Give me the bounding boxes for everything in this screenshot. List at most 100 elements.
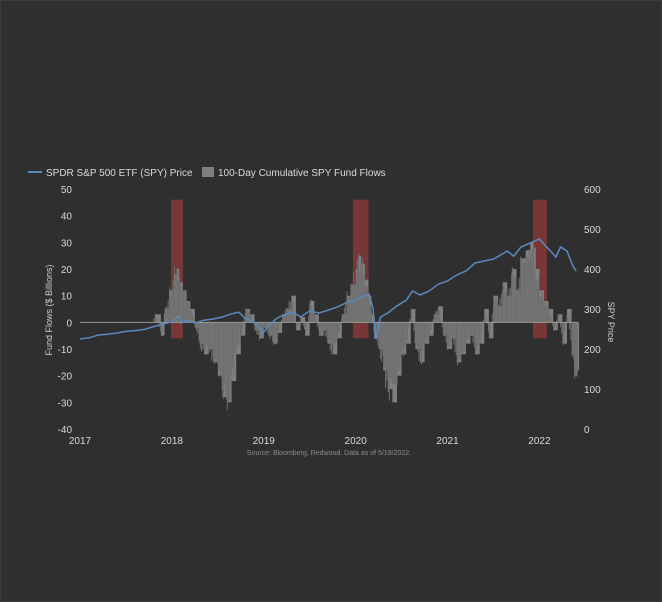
flow-bar-detail — [207, 322, 209, 351]
flow-bar-detail — [522, 262, 524, 323]
flow-bar-detail — [253, 322, 255, 327]
flow-bar-detail — [496, 302, 498, 323]
flow-bar-detail — [440, 318, 442, 323]
flow-bar-detail — [211, 322, 213, 361]
flow-bar-detail — [376, 322, 378, 340]
flow-bar-detail — [509, 287, 511, 323]
flow-bar-detail — [473, 322, 475, 348]
flow-bar — [577, 322, 580, 371]
flow-bar-detail — [320, 322, 322, 334]
flow-bar-detail — [523, 263, 525, 323]
flow-bar-detail — [222, 322, 224, 399]
flow-bar-detail — [217, 322, 219, 370]
right-axis-ticks: 600 500 400 300 200 100 0 — [584, 185, 601, 436]
flow-bar-detail — [319, 322, 321, 337]
flow-bar-detail — [296, 322, 298, 330]
flow-bar-detail — [219, 322, 221, 370]
flow-bar-detail — [424, 322, 426, 340]
flow-bar-detail — [476, 322, 478, 353]
flow-bar-detail — [325, 322, 327, 338]
flow-bar-detail — [458, 322, 460, 361]
flow-bar-detail — [439, 310, 441, 323]
flow-bar-detail — [248, 311, 250, 323]
flow-bar-detail — [442, 322, 444, 336]
flow-bar-detail — [343, 307, 345, 323]
flow-bar-detail — [201, 322, 203, 352]
flow-bar-detail — [401, 322, 403, 348]
flow-bar-detail — [162, 322, 164, 324]
flow-bar-detail — [166, 306, 168, 323]
flow-bar-detail — [567, 317, 569, 323]
flow-bar-detail — [285, 308, 287, 323]
flow-bar-detail — [558, 319, 560, 323]
flow-bar-detail — [541, 292, 543, 323]
flow-bar-detail — [448, 322, 450, 346]
flow-bar-detail — [511, 272, 513, 323]
flow-bar-detail — [500, 294, 502, 323]
flow-bar-detail — [361, 257, 363, 323]
flow-bar-detail — [329, 322, 331, 351]
flow-bar-detail — [316, 322, 318, 327]
flow-bar-detail — [360, 264, 362, 323]
flow-bar-detail — [454, 322, 456, 353]
flow-bar-detail — [568, 322, 570, 330]
flow-bar-detail — [314, 313, 316, 323]
flow-bar-detail — [195, 322, 197, 331]
flow-bar-detail — [400, 322, 402, 358]
flow-bar-detail — [215, 322, 217, 360]
flow-bar-detail — [338, 322, 340, 333]
flow-bar-detail — [468, 322, 470, 340]
flow-bar-detail — [486, 322, 488, 325]
flow-bar-detail — [572, 322, 574, 360]
flow-bar — [442, 322, 448, 336]
flow-bar-detail — [457, 322, 459, 366]
flow-bar-detail — [247, 309, 249, 323]
legend-label-flows: 100-Day Cumulative SPY Fund Flows — [218, 168, 386, 179]
flow-bar-detail — [365, 285, 367, 323]
flow-bar-detail — [297, 322, 299, 327]
left-tick-label: -30 — [58, 398, 73, 409]
legend: SPDR S&P 500 ETF (SPY) Price 100-Day Cum… — [28, 167, 386, 179]
flow-bar-detail — [184, 290, 186, 323]
flow-bar-detail — [302, 322, 304, 326]
flow-bar-detail — [491, 313, 493, 323]
flow-bar — [378, 322, 384, 349]
flow-bar-detail — [300, 318, 302, 323]
flow-bar-detail — [256, 322, 258, 335]
price-line — [79, 238, 577, 340]
flow-bar-detail — [414, 322, 416, 344]
flow-bar-detail — [246, 308, 248, 323]
flow-bar-detail — [289, 302, 291, 323]
flow-bar-detail — [392, 322, 394, 385]
flow-bar — [566, 309, 572, 323]
right-tick-label: 600 — [584, 185, 601, 196]
flow-bar-detail — [370, 311, 372, 323]
flow-bar-detail — [494, 298, 496, 323]
flow-bar-detail — [489, 322, 491, 338]
flow-bar — [173, 274, 177, 323]
flow-bar-detail — [276, 322, 278, 337]
flow-bar-detail — [480, 322, 482, 343]
flow-bar-detail — [453, 322, 455, 345]
flow-bar — [300, 317, 306, 323]
source-note: Source: Bloomberg, Redwood. Data as of 5… — [247, 450, 411, 457]
flow-bar-detail — [484, 311, 486, 323]
flow-bar-detail — [566, 315, 568, 323]
flow-bar-detail — [252, 322, 254, 324]
flow-bar-detail — [576, 322, 578, 377]
flow-bar-detail — [386, 322, 388, 381]
flow-bar-detail — [498, 304, 500, 323]
flow-bar-detail — [243, 319, 245, 323]
flow-bar-detail — [284, 309, 286, 323]
flow-bar-detail — [318, 322, 320, 331]
flow-bar-detail — [340, 322, 342, 324]
flow-bar-detail — [504, 292, 506, 323]
flow-bar-detail — [527, 249, 529, 323]
flow-bar — [176, 269, 180, 323]
flow-bar-detail — [553, 322, 555, 329]
right-tick-label: 0 — [584, 425, 590, 436]
flow-bar-detail — [406, 322, 408, 340]
left-tick-label: -20 — [58, 372, 73, 383]
flow-bar-detail — [192, 315, 194, 323]
